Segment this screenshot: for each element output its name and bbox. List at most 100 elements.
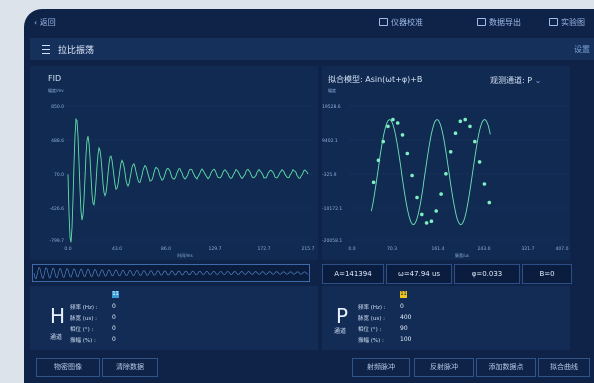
fit-ytick-0: 19528.6 — [322, 104, 341, 110]
p-row-3-label: 振幅 (%) : — [358, 336, 384, 344]
fit-data-point — [449, 150, 453, 154]
p-row-1-value: 400 — [400, 314, 411, 321]
fit-data-point — [430, 219, 434, 223]
fit-y-unit: 幅度 — [328, 87, 336, 93]
fit-data-point — [381, 140, 385, 144]
page-header: 拉比振荡 设置 — [30, 38, 594, 60]
fid-xtick-0: 0.0 — [64, 246, 71, 252]
add-data-point-button[interactable]: 添加数据点 — [476, 358, 536, 377]
page-title: 拉比振荡 — [58, 43, 94, 56]
param-phi: φ=0.033 — [454, 264, 520, 284]
fid-xtick-1: 43.0 — [112, 246, 122, 252]
fit-xtick-3: 243.0 — [478, 246, 491, 252]
p-row-0-value: 0 — [400, 303, 404, 310]
instrument-calibration-label: 仪器校准 — [391, 18, 423, 27]
fit-data-point — [425, 221, 429, 225]
fit-data-point — [420, 213, 424, 217]
settings-link[interactable]: 设置 — [574, 44, 590, 55]
menu-icon[interactable] — [42, 45, 50, 54]
h-channel-badge: 11 — [112, 291, 119, 298]
top-bar: ‹ 返回 仪器校准 数据导出 实验图 — [24, 9, 594, 35]
fit-data-point — [468, 125, 472, 129]
receive-pulse-button[interactable]: 反射脉冲 — [414, 358, 474, 377]
fit-gridlines — [350, 106, 570, 240]
fid-gridlines — [66, 106, 312, 240]
p-channel-letter: P — [336, 304, 348, 328]
fit-data-point — [434, 209, 438, 213]
fid-ytick-2: 70.0 — [54, 172, 64, 178]
fit-curve-button[interactable]: 拟合曲线 — [538, 358, 590, 377]
fit-data-point — [377, 159, 381, 163]
p-channel-badge: 11 — [400, 291, 407, 298]
fit-data-point — [391, 118, 395, 122]
fid-xtick-3: 129.7 — [209, 246, 222, 252]
fit-curve-line — [371, 120, 490, 225]
fid-y-unit: 幅度/mv — [48, 87, 64, 93]
back-button[interactable]: ‹ 返回 — [34, 17, 56, 28]
fit-chart: 幅度 19528.6 9402.1 -325.9 -10172.1 -20058… — [322, 82, 570, 258]
fid-chart: 幅度/mv 850.0 488.6 70.0 -426.6 -799.7 0.0… — [30, 82, 320, 258]
transmit-pulse-button[interactable]: 射频脉冲 — [352, 358, 410, 377]
p-row-1-label: 脉宽 (us) : — [358, 314, 385, 322]
p-channel-label: 通道 — [334, 326, 346, 335]
clear-data-button[interactable]: 清除数据 — [102, 358, 158, 377]
experiment-icon — [549, 18, 558, 26]
fit-xtick-4: 321.7 — [522, 246, 535, 252]
fit-data-point — [439, 192, 443, 196]
fit-data-point — [410, 174, 414, 178]
experiment-label: 实验图 — [561, 18, 585, 27]
h-row-1-value: 0 — [112, 314, 116, 321]
p-row-0-label: 频率 (Hz) : — [358, 303, 386, 311]
fid-x-label: 时间/ms — [177, 252, 192, 258]
fit-data-point — [483, 182, 487, 186]
fid-ytick-4: -799.7 — [49, 238, 64, 244]
h-row-3-label: 振幅 (%) : — [70, 336, 96, 344]
p-row-3-value: 100 — [400, 336, 411, 343]
fit-data-point — [386, 125, 390, 129]
fit-data-point — [488, 201, 492, 205]
data-export-label: 数据导出 — [489, 18, 521, 27]
h-row-3-value: 0 — [112, 336, 116, 343]
fit-data-point — [473, 140, 477, 144]
p-row-2-value: 90 — [400, 325, 408, 332]
fit-data-point — [444, 172, 448, 176]
fid-signal-line — [68, 119, 308, 242]
fit-ytick-4: -20058.1 — [322, 238, 342, 244]
h-row-2-value: 0 — [112, 325, 116, 332]
experiment-link[interactable]: 实验图 — [549, 17, 585, 28]
fit-ytick-1: 9402.1 — [322, 138, 338, 144]
fit-x-label: 脉宽/us — [455, 252, 469, 258]
h-channel-label: 通道 — [50, 332, 62, 341]
fid-ytick-3: -426.6 — [49, 206, 64, 212]
fit-ytick-3: -10172.1 — [322, 206, 342, 212]
h-channel-panel: H 通道 11 频率 (Hz) : 0 脉宽 (us) : 0 相位 (°) :… — [30, 286, 318, 350]
h-row-0-label: 频率 (Hz) : — [70, 303, 98, 311]
data-export-link[interactable]: 数据导出 — [477, 17, 521, 28]
param-omega: ω=47.94 us — [386, 264, 452, 284]
fid-xtick-5: 215.7 — [302, 246, 315, 252]
p-row-2-label: 相位 (°) : — [358, 325, 381, 333]
fit-ytick-2: -325.9 — [322, 172, 337, 178]
param-A: A=141394 — [322, 264, 384, 284]
fit-data-point — [454, 131, 458, 135]
fit-xtick-0: 0.0 — [348, 246, 355, 252]
fid-overview-wave — [33, 265, 309, 281]
fit-xtick-1: 70.3 — [387, 246, 397, 252]
fit-data-point — [406, 152, 410, 156]
fit-data-point — [372, 181, 376, 185]
calibration-icon — [379, 18, 388, 26]
fid-xtick-2: 86.0 — [161, 246, 171, 252]
fit-data-point — [401, 133, 405, 137]
h-row-0-value: 0 — [112, 303, 116, 310]
fit-data-point — [463, 118, 467, 122]
fid-ytick-0: 850.0 — [51, 104, 64, 110]
instrument-calibration-link[interactable]: 仪器校准 — [379, 17, 423, 28]
fit-data-point — [478, 160, 482, 164]
fit-data-point — [396, 121, 400, 125]
fit-data-point — [415, 196, 419, 200]
sync-image-button[interactable]: 物密图像 — [36, 358, 100, 377]
fit-xtick-5: 407.0 — [556, 246, 569, 252]
fid-ytick-1: 488.6 — [51, 138, 64, 144]
fid-range-scrollbar[interactable] — [32, 264, 310, 282]
h-row-2-label: 相位 (°) : — [70, 325, 93, 333]
